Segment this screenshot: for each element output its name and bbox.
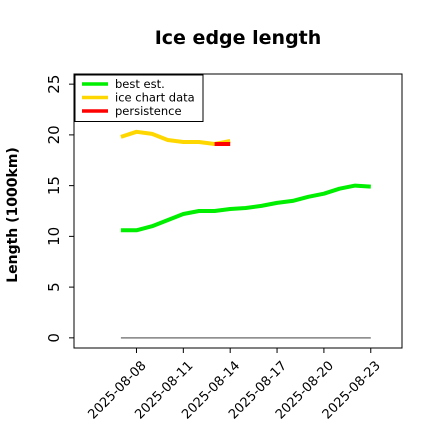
series-line-best-est- bbox=[120, 183, 371, 233]
legend-label: persistence bbox=[115, 104, 182, 118]
legend-label: best est. bbox=[115, 77, 165, 91]
plot-frame bbox=[73, 73, 403, 349]
y-tick-label: 10 bbox=[45, 227, 63, 246]
y-tick-label: 15 bbox=[45, 176, 63, 195]
y-tick-label: 25 bbox=[45, 75, 63, 94]
series-line-ice-chart-data bbox=[120, 129, 231, 146]
y-tick-label: 20 bbox=[45, 125, 63, 144]
legend-label: ice chart data bbox=[115, 91, 195, 105]
y-tick-label: 0 bbox=[45, 333, 63, 343]
y-tick-label: 5 bbox=[45, 282, 63, 292]
y-axis-label: Length (1000km) bbox=[5, 147, 21, 283]
chart-title: Ice edge length bbox=[155, 27, 322, 49]
